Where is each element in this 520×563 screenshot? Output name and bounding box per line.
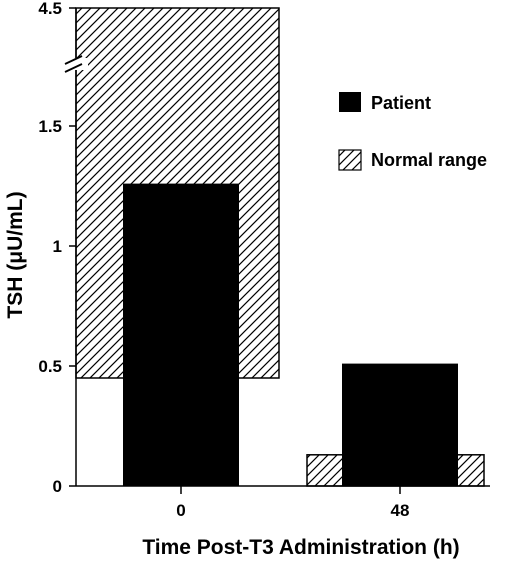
y-axis-title: TSH (μU/mL) xyxy=(4,191,27,318)
x-tick-label: 48 xyxy=(391,501,410,520)
axis-break-mark xyxy=(64,55,88,73)
y-tick-label: 1.5 xyxy=(38,117,62,136)
patient-bar-0 xyxy=(123,183,239,486)
y-tick-label: 1 xyxy=(53,237,62,256)
y-ticks: 0 0.5 1 1.5 4.5 xyxy=(38,0,76,496)
x-tick-label: 0 xyxy=(176,501,185,520)
legend-label-patient: Patient xyxy=(371,93,431,113)
x-axis-title: Time Post-T3 Administration (h) xyxy=(142,536,459,559)
legend: Patient Normal range xyxy=(338,92,487,171)
y-tick-label: 4.5 xyxy=(38,0,62,18)
y-tick-label: 0.5 xyxy=(38,357,62,376)
y-tick-label: 0 xyxy=(53,477,62,496)
bars-layer xyxy=(75,7,485,487)
legend-label-normal-range: Normal range xyxy=(371,150,487,170)
patient-bar-48 xyxy=(342,363,458,486)
legend-swatch-normal-range xyxy=(338,149,362,171)
x-ticks: 0 48 xyxy=(176,486,409,520)
legend-swatch-patient xyxy=(339,92,361,112)
